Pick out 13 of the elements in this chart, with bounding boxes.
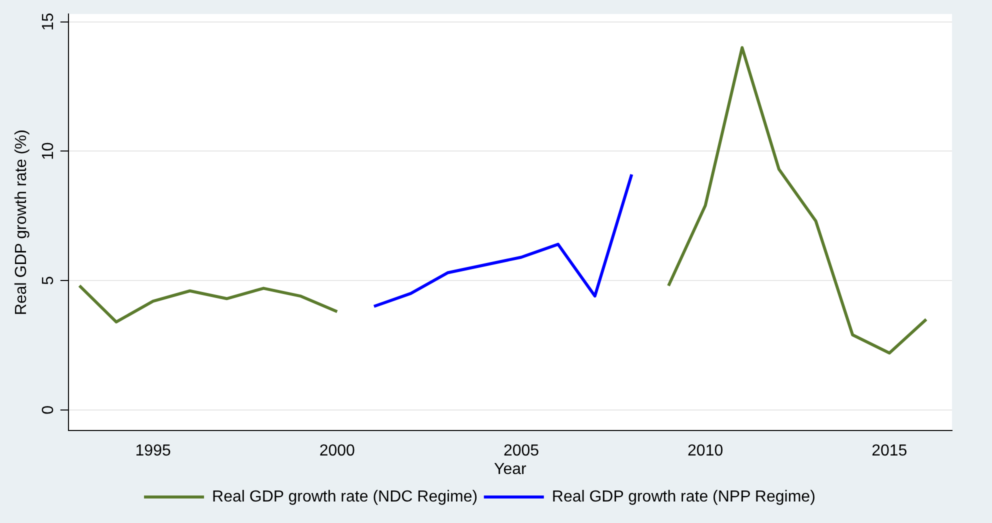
x-tick-label: 2000 (319, 442, 356, 460)
x-tick-label: 2015 (872, 442, 908, 460)
x-axis-title: Year (494, 460, 528, 478)
x-tick-label: 1995 (135, 442, 171, 460)
y-tick-label: 15 (40, 12, 57, 31)
legend-label: Real GDP growth rate (NDC Regime) (212, 488, 478, 506)
x-tick-label: 2010 (688, 442, 724, 460)
legend-label: Real GDP growth rate (NPP Regime) (552, 488, 816, 506)
y-tick-label: 10 (40, 142, 57, 160)
y-axis-title: Real GDP growth rate (%) (13, 130, 30, 316)
y-tick-label: 0 (40, 405, 57, 414)
x-tick-label: 2005 (503, 442, 540, 460)
y-tick-label: 5 (40, 276, 57, 285)
